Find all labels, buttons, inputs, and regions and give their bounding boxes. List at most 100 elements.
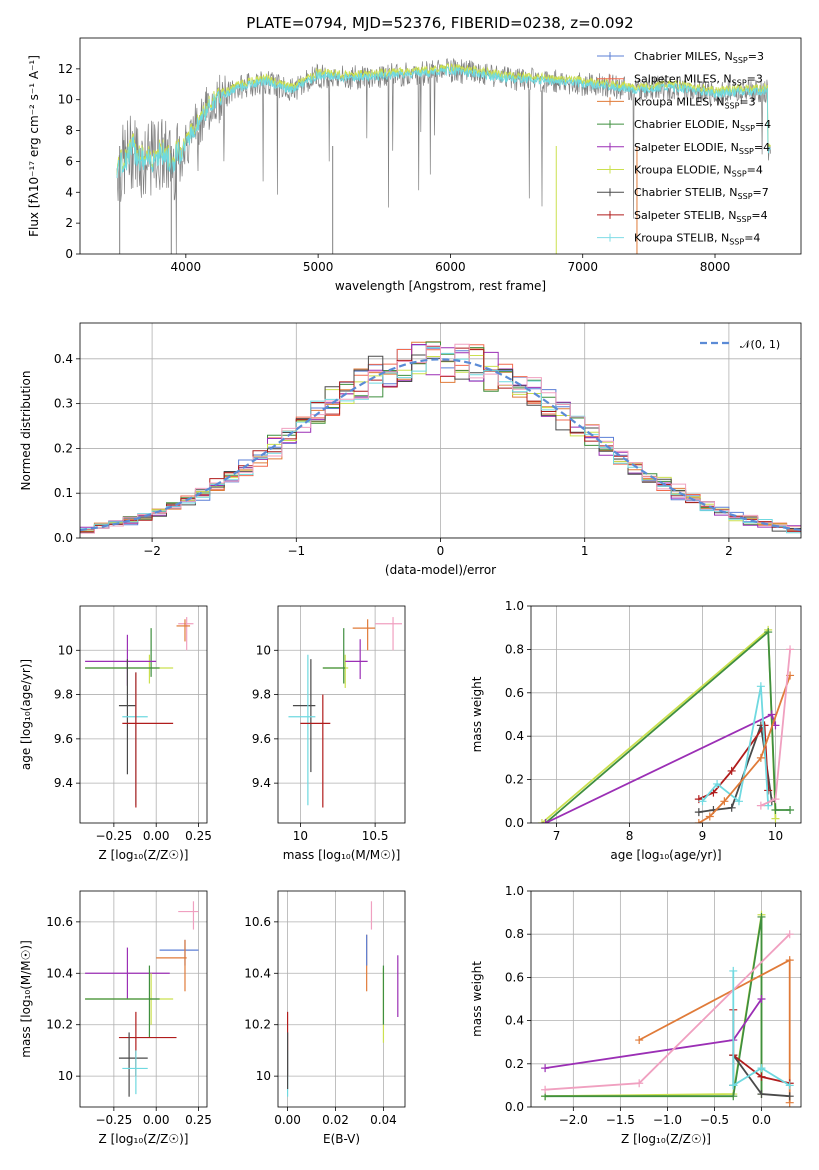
data-point	[85, 965, 160, 1038]
legend-label: Chabrier MILES, NSSP=3	[634, 50, 764, 65]
y-tick-label: 2	[65, 216, 73, 230]
x-axis-label: mass [log₁₀(M/M☉)]	[283, 848, 401, 862]
data-point	[300, 694, 331, 808]
legend-entry: Salpeter MILES, NSSP=3	[597, 73, 763, 88]
y-tick-label: 9.4	[54, 776, 73, 790]
x-tick-label: 1	[581, 544, 589, 558]
x-axis-label: (data-model)/error	[385, 563, 496, 577]
x-axis-label: Z [log₁₀(Z/Z☉)]	[99, 1132, 189, 1146]
x-tick-label: −1.5	[606, 1113, 635, 1127]
x-tick-label: 8	[626, 829, 634, 843]
plot-area-weight-vs-age	[531, 606, 801, 823]
weight-series	[545, 630, 791, 823]
data-point	[322, 628, 346, 684]
x-tick-label: 8000	[700, 260, 731, 274]
y-tick-label: 0.1	[54, 486, 73, 500]
legend-label: Chabrier ELODIE, NSSP=4	[634, 118, 771, 133]
legend-entry: Chabrier MILES, NSSP=3	[597, 50, 764, 65]
y-tick-label: 4	[65, 185, 73, 199]
weight-marker	[786, 805, 795, 814]
y-tick-label: 9.8	[54, 688, 73, 702]
y-axis-label: mass weight	[470, 961, 484, 1037]
x-tick-label: 2	[725, 544, 733, 558]
x-axis-label: Z [log₁₀(Z/Z☉)]	[621, 1132, 711, 1146]
x-tick-label: 0.02	[322, 1113, 349, 1127]
y-tick-label: 0	[65, 247, 73, 261]
plot-area-spectrum	[116, 57, 771, 254]
y-tick-label: 10.2	[244, 1018, 271, 1032]
axes-frame	[79, 890, 208, 1108]
weight-marker	[756, 801, 765, 810]
legend-label: Salpeter ELODIE, NSSP=4	[634, 141, 770, 156]
weight-marker	[694, 819, 703, 823]
axes-frame	[277, 605, 406, 824]
weight-marker	[771, 814, 780, 823]
weight-marker	[785, 1081, 794, 1090]
weight-marker	[786, 645, 795, 654]
weight-marker	[729, 1092, 738, 1101]
y-tick-label: 0.2	[505, 1057, 524, 1071]
y-tick-label: 10.4	[244, 966, 271, 980]
data-point	[178, 617, 194, 651]
data-point	[118, 1011, 177, 1077]
weight-series	[698, 675, 791, 823]
weight-marker	[705, 812, 714, 821]
weight-marker	[635, 1036, 644, 1045]
legend-entry: Chabrier STELIB, NSSP=7	[597, 186, 769, 201]
data-point	[122, 672, 174, 808]
weight-marker	[767, 710, 776, 719]
data-point	[345, 639, 368, 680]
weight-marker	[729, 966, 738, 975]
axes-frame	[79, 605, 208, 824]
weight-marker	[713, 779, 722, 788]
x-tick-label: −2	[143, 544, 161, 558]
weight-marker	[757, 1064, 766, 1073]
data-point	[156, 939, 187, 992]
y-axis-label: Flux [fλ10⁻¹⁷ erg cm⁻² s⁻¹ A⁻¹]	[27, 55, 41, 237]
y-tick-label: 9.8	[252, 688, 271, 702]
legend-entry: Kroupa ELODIE, NSSP=4	[597, 164, 763, 179]
weight-marker	[635, 1079, 644, 1088]
figure-title: PLATE=0794, MJD=52376, FIBERID=0238, z=0…	[246, 14, 633, 32]
y-tick-label: 0.8	[505, 927, 524, 941]
plot-area-mass-vs-Z	[80, 891, 207, 1107]
data-point	[85, 628, 160, 677]
weight-marker	[764, 628, 773, 637]
y-tick-label: 10	[256, 643, 271, 657]
x-tick-label: 5000	[303, 260, 334, 274]
y-tick-label: 0.6	[505, 970, 524, 984]
y-tick-label: 10	[256, 1069, 271, 1083]
legend-label: Salpeter MILES, NSSP=3	[634, 73, 763, 88]
x-axis-label: age [log₁₀(age/yr)]	[610, 848, 721, 862]
y-tick-label: 10	[58, 643, 73, 657]
y-axis-label: Normed distribution	[19, 371, 33, 491]
weight-marker	[541, 1064, 550, 1073]
weight-marker	[694, 795, 703, 804]
x-tick-label: 10	[768, 829, 783, 843]
weight-marker	[757, 1090, 766, 1099]
axes-frame	[530, 890, 802, 1108]
panel-weight-vs-age: 7 8 9 10 0.0 0.2 0.4 0.6 0.8 1.0 age [log₁₀(age/yr…	[470, 599, 802, 862]
x-tick-label: −0.25	[95, 1113, 132, 1127]
x-tick-label: 0.00	[143, 829, 170, 843]
y-tick-label: 1.0	[505, 599, 524, 613]
data-point	[288, 654, 316, 806]
weight-marker	[785, 956, 794, 965]
y-tick-label: 1.0	[505, 884, 524, 898]
x-tick-label: 0.00	[143, 1113, 170, 1127]
weight-series	[545, 713, 777, 823]
x-tick-label: −0.25	[95, 829, 132, 843]
y-tick-label: 0.0	[505, 1100, 524, 1114]
weight-marker	[756, 682, 765, 691]
weight-marker	[727, 803, 736, 812]
model-spectrum-elodie	[116, 62, 771, 176]
panel-age-vs-mass: 10 10.5 9.4 9.6 9.8 10 mass [log₁₀(M/M☉)]	[252, 605, 406, 862]
y-axis-label: mass weight	[470, 676, 484, 752]
data-point	[85, 947, 170, 999]
y-tick-label: 8	[65, 124, 73, 138]
plot-area-weight-vs-Z	[531, 891, 801, 1107]
y-tick-label: 9.6	[252, 732, 271, 746]
panel-weight-vs-Z: −2.0 −1.5 −1.0 −0.5 0.0 0.0 0.2 0.4 0.6 0.8 1.0 Z […	[470, 884, 802, 1146]
panel-residuals: −2 −1 0 1 2 0.0 0.1 0.2 0.3 0.4 (data-model)/error…	[19, 322, 802, 577]
